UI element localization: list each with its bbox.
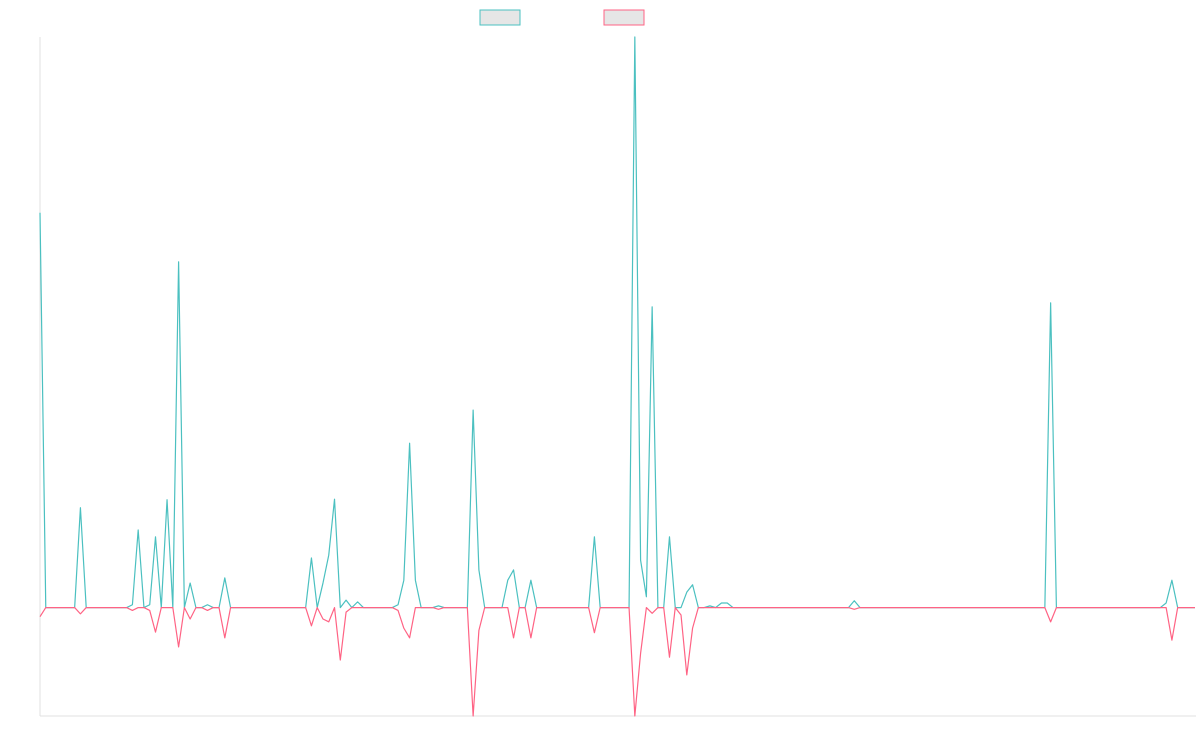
legend-swatch[interactable] [479, 9, 521, 26]
data-line [39, 36, 1195, 609]
data-line [39, 606, 1195, 717]
legend-swatch[interactable] [603, 9, 645, 26]
